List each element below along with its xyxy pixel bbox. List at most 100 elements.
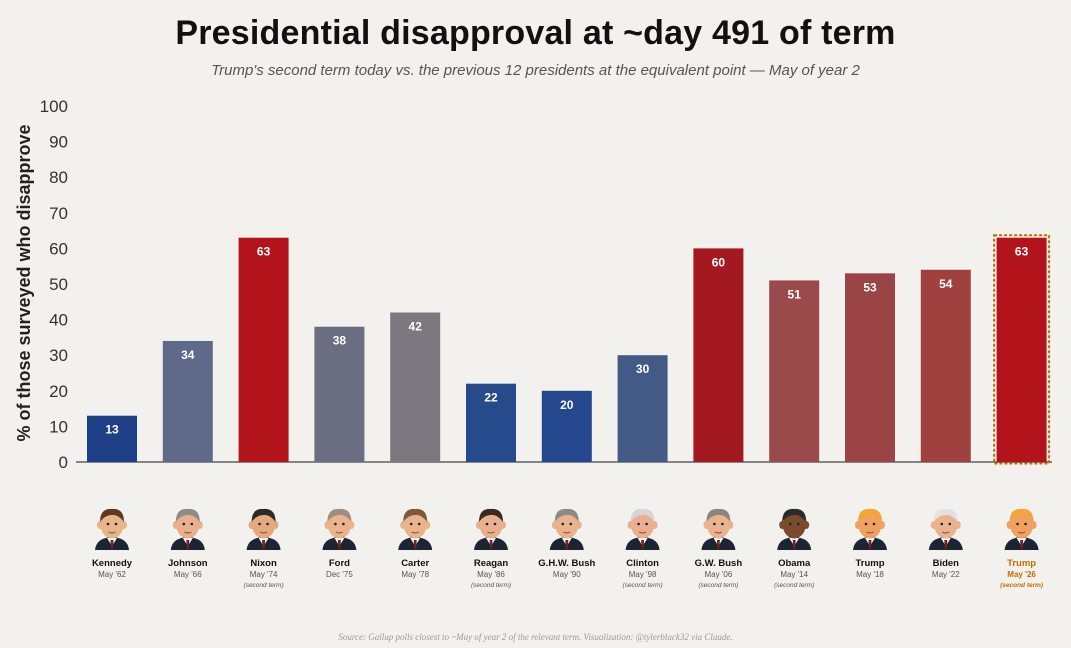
bar [996,237,1047,462]
survey-date: May '06 [705,570,733,579]
president-portrait [853,508,887,550]
survey-date: May '78 [401,570,429,579]
president-name: Trump [855,558,884,569]
term-note: (second term) [1000,582,1043,589]
president-portrait [95,508,129,550]
bar [920,269,971,462]
bar-value-label: 22 [484,391,498,405]
chart-subtitle: Trump's second term today vs. the previo… [211,62,860,79]
survey-date: May '86 [477,570,505,579]
y-tick-label: 100 [40,97,68,116]
bar [466,383,516,462]
highlight-outline [993,234,1051,465]
y-tick-label: 30 [49,346,68,365]
survey-date: May '62 [98,570,126,579]
survey-date: May '18 [856,570,884,579]
y-tick-label: 0 [59,453,68,472]
president-name: G.W. Bush [695,558,743,569]
survey-date: May '14 [780,570,808,579]
bar [238,237,289,462]
bar-chart: % of those surveyed who disapprove 0 10 20… [14,97,1052,589]
bar [617,355,668,462]
bar-group: 22 [466,383,516,462]
president-name: Johnson [168,558,208,569]
president-name: Obama [778,558,811,569]
y-tick-label: 50 [49,275,68,294]
y-tick-label: 40 [49,311,68,330]
survey-date: May '22 [932,570,960,579]
bar-group: 38 [314,326,365,462]
bar [845,273,895,462]
president-portrait [170,508,205,550]
survey-date: Dec '75 [326,570,353,579]
y-tick-label: 90 [49,133,68,152]
y-axis-label: % of those surveyed who disapprove [14,124,34,441]
president-portrait [777,508,812,550]
bar-value-label: 42 [409,319,423,333]
bar [87,415,137,462]
y-tick-label: 70 [49,204,68,223]
survey-date: May '90 [553,570,581,579]
president-portrait [474,508,508,550]
term-note: (second term) [244,582,284,589]
bar-group: 63 [993,234,1051,465]
source-note: Source: Gallup polls closest to ~May of … [338,632,733,642]
survey-date: May '66 [174,570,202,579]
bar-group: 53 [845,273,895,462]
bar-value-label: 13 [105,423,119,437]
president-name: Ford [329,558,350,569]
bar-value-label: 38 [333,334,347,348]
term-note: (second term) [623,582,663,589]
bar-value-label: 54 [939,277,953,291]
survey-date: May '74 [250,570,278,579]
president-portrait [246,508,281,550]
term-note: (second term) [471,582,511,589]
president-name: Nixon [250,558,277,569]
president-portrait [398,508,433,550]
bar [541,390,592,462]
term-note: (second term) [774,582,814,589]
bar-value-label: 34 [181,348,195,362]
bar-value-label: 20 [560,398,574,412]
bar [314,326,365,462]
bar [693,248,744,462]
bar-value-label: 30 [636,362,650,376]
president-name: Carter [401,558,429,569]
bar-value-label: 63 [257,245,271,259]
bar-value-label: 53 [863,280,877,294]
chart-title: Presidential disapproval at ~day 491 of … [175,14,896,52]
bar [769,280,820,462]
bar-value-label: 60 [712,255,726,269]
bar-group: 42 [390,312,441,462]
y-tick-label: 10 [49,417,68,436]
bar-group: 54 [920,269,971,462]
president-portrait [549,508,584,550]
bar-group: 34 [162,340,213,462]
bar-group: 30 [617,355,668,462]
bar-group: 20 [541,390,592,462]
president-name: Biden [933,558,960,569]
president-portrait [322,508,357,550]
bar-group: 51 [769,280,820,462]
president-name: Reagan [474,558,509,569]
president-name: Trump [1007,558,1036,569]
survey-date: May '26 [1007,570,1036,579]
president-portrait [928,508,963,550]
president-name: G.H.W. Bush [538,558,595,569]
y-tick-label: 60 [49,239,68,258]
president-portrait [1004,508,1039,550]
bar-group: 63 [238,237,289,462]
y-tick-label: 20 [49,382,68,401]
y-tick-label: 80 [49,168,68,187]
